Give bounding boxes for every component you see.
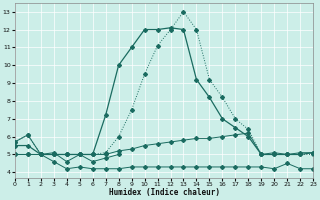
X-axis label: Humidex (Indice chaleur): Humidex (Indice chaleur)	[108, 188, 220, 197]
